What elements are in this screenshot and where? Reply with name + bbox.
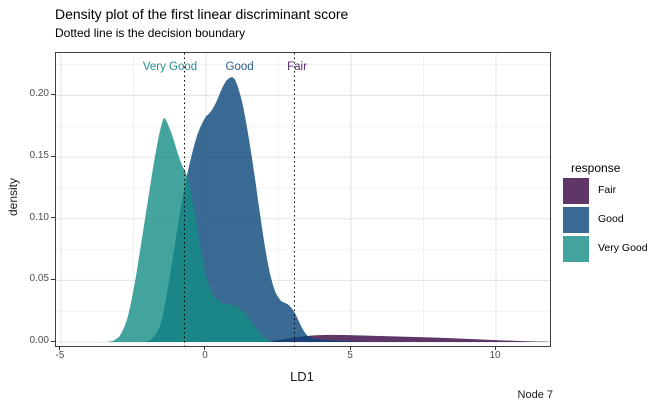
x-tick-label: 0 bbox=[202, 350, 208, 361]
annotation-fair: Fair bbox=[287, 61, 307, 73]
legend-swatch-fill bbox=[563, 178, 589, 204]
y-tick-mark bbox=[51, 278, 55, 280]
x-tick-label: -5 bbox=[55, 350, 65, 361]
legend-swatch-fair bbox=[563, 178, 589, 204]
x-tick-mark bbox=[349, 346, 351, 350]
x-tick-label: 5 bbox=[347, 350, 353, 361]
y-tick-label: 0.10 bbox=[29, 211, 49, 223]
legend-swatch-good bbox=[563, 207, 589, 233]
y-tick-mark bbox=[51, 217, 55, 219]
chart-subtitle: Dotted line is the decision boundary bbox=[55, 26, 246, 40]
chart-title: Density plot of the first linear discrim… bbox=[55, 6, 349, 22]
density-plot-svg: Very Good Good Fair bbox=[56, 53, 550, 346]
y-tick-mark bbox=[51, 93, 55, 95]
legend-swatch-fill bbox=[563, 207, 589, 233]
plot-panel: Very Good Good Fair bbox=[55, 52, 551, 347]
legend-label-very-good: Very Good bbox=[598, 242, 648, 254]
y-tick-label: 0.20 bbox=[29, 88, 49, 100]
y-axis-title: density bbox=[6, 177, 20, 217]
x-axis-title: LD1 bbox=[290, 369, 314, 384]
x-tick-mark bbox=[204, 346, 206, 350]
y-tick-label: 0.00 bbox=[29, 335, 49, 347]
x-tick-mark bbox=[494, 346, 496, 350]
x-tick-label: 10 bbox=[489, 350, 501, 361]
node-label: Node 7 bbox=[517, 389, 553, 401]
legend-label-good: Good bbox=[598, 213, 624, 225]
x-tick-mark bbox=[59, 346, 61, 350]
y-tick-mark bbox=[51, 155, 55, 157]
y-tick-label: 0.15 bbox=[29, 150, 49, 162]
legend-title: response bbox=[571, 161, 621, 175]
y-tick-mark bbox=[51, 340, 55, 342]
annotation-very-good: Very Good bbox=[143, 61, 197, 73]
density-area-very-good bbox=[107, 117, 273, 343]
legend-swatch-fill bbox=[563, 236, 589, 262]
y-tick-label: 0.05 bbox=[29, 273, 49, 285]
annotation-good: Good bbox=[226, 61, 254, 73]
legend-label-fair: Fair bbox=[598, 184, 617, 196]
legend-swatch-very-good bbox=[563, 236, 589, 262]
